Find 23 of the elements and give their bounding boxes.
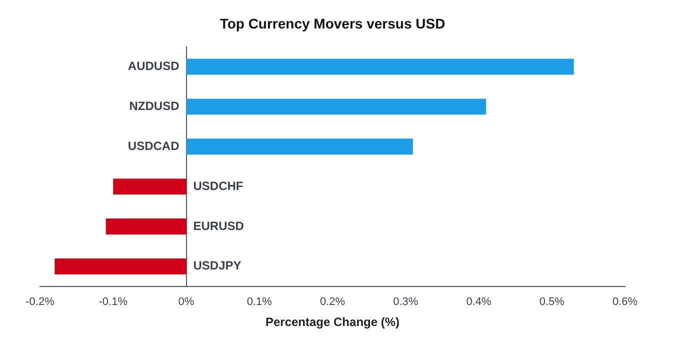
bar xyxy=(186,58,574,75)
bar xyxy=(113,178,186,195)
x-tick-label: 0.6% xyxy=(612,296,638,308)
y-tick-label: USDCAD xyxy=(128,138,180,153)
x-tick-label: 0% xyxy=(178,296,194,308)
bar xyxy=(54,258,186,274)
x-tick-label: 0.5% xyxy=(539,296,565,308)
y-tick-label: NZDUSD xyxy=(129,99,180,114)
x-tick-label: 0.2% xyxy=(320,296,346,308)
y-tick-label: EURUSD xyxy=(193,218,244,233)
bar xyxy=(106,218,186,234)
x-tick-label: -0.2% xyxy=(26,296,55,308)
bar xyxy=(186,138,413,155)
bar xyxy=(186,98,486,115)
chart-title: Top Currency Movers versus USD xyxy=(220,15,446,32)
x-axis-title: Percentage Change (%) xyxy=(265,315,400,330)
x-tick-label: -0.1% xyxy=(98,296,128,308)
x-tick-label: 0.1% xyxy=(246,296,272,308)
y-tick-label: USDCHF xyxy=(193,178,244,193)
x-tick-label: 0.4% xyxy=(466,296,492,308)
x-tick-label: 0.3% xyxy=(393,296,418,308)
y-tick-label: AUDUSD xyxy=(128,59,180,74)
y-tick-label: USDJPY xyxy=(193,258,242,273)
